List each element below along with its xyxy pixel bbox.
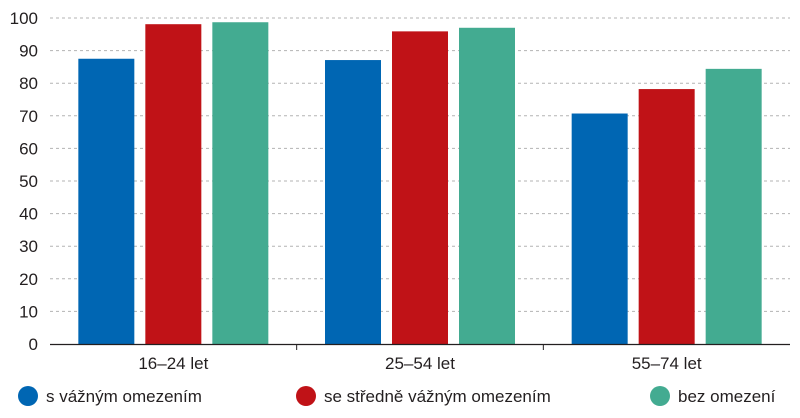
bar <box>705 68 762 344</box>
bars <box>78 22 762 345</box>
y-tick-label: 50 <box>19 172 38 191</box>
bar <box>325 60 381 344</box>
legend: s vážným omezením se středně vážným omeze… <box>18 386 776 406</box>
bar <box>145 24 202 344</box>
legend-label: se středně vážným omezením <box>324 387 551 406</box>
bar <box>78 58 135 344</box>
legend-item: s vážným omezením <box>18 386 202 406</box>
bar <box>392 31 448 345</box>
legend-label: s vážným omezením <box>46 387 202 406</box>
y-tick-label: 20 <box>19 270 38 289</box>
legend-item: se středně vážným omezením <box>296 386 551 406</box>
bar <box>571 113 628 344</box>
legend-swatch <box>650 386 670 406</box>
x-axis-tick-labels: 16–24 let 25–54 let 55–74 let <box>138 354 702 373</box>
legend-swatch <box>296 386 316 406</box>
y-tick-label: 80 <box>19 74 38 93</box>
x-axis <box>50 343 790 350</box>
y-tick-label: 40 <box>19 205 38 224</box>
x-tick-label: 55–74 let <box>632 354 702 373</box>
x-tick-label: 25–54 let <box>385 354 455 373</box>
bar <box>459 27 515 345</box>
legend-item: bez omezení <box>650 386 776 406</box>
y-tick-label: 10 <box>19 302 38 321</box>
y-tick-label: 90 <box>19 42 38 61</box>
x-tick-label: 16–24 let <box>138 354 208 373</box>
y-tick-label: 60 <box>19 139 38 158</box>
y-axis-tick-labels: 0 10 20 30 40 50 60 70 80 90 100 <box>10 9 38 354</box>
bar <box>212 22 269 344</box>
legend-label: bez omezení <box>678 387 776 406</box>
y-tick-label: 70 <box>19 107 38 126</box>
legend-swatch <box>18 386 38 406</box>
y-tick-label: 100 <box>10 9 38 28</box>
y-tick-label: 0 <box>29 335 38 354</box>
bar <box>638 89 695 345</box>
y-tick-label: 30 <box>19 237 38 256</box>
